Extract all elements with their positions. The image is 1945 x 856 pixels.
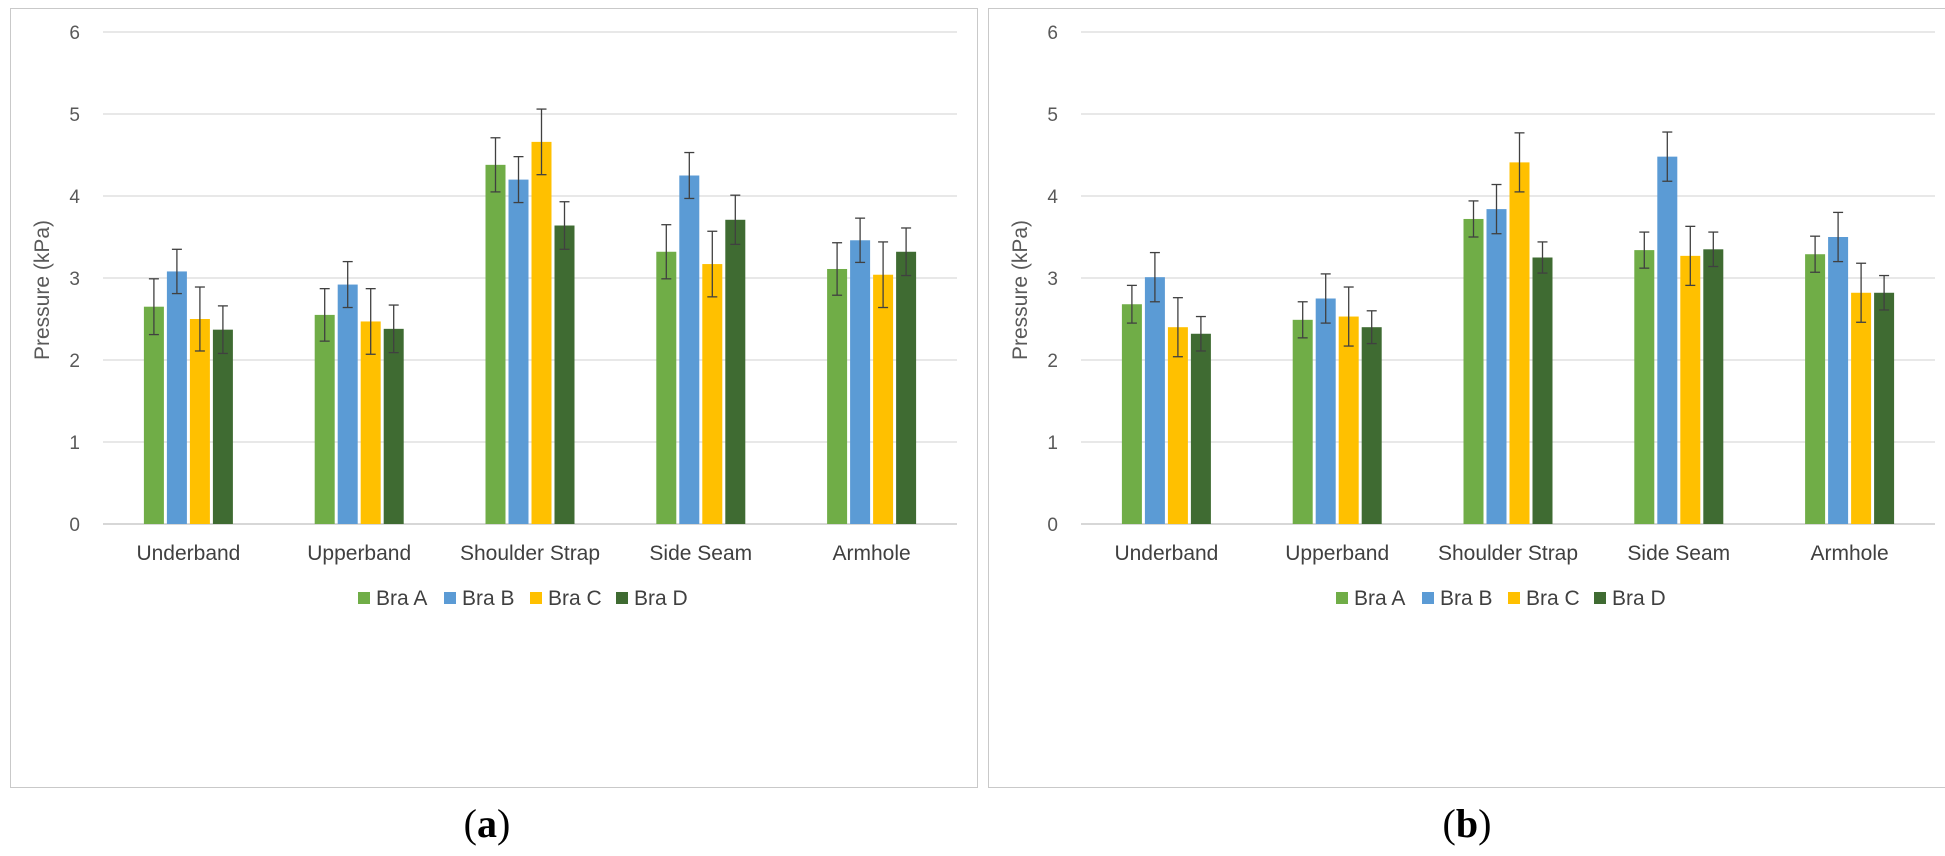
legend-swatch-bra-a bbox=[1336, 592, 1348, 604]
x-tick-label-upperband: Upperband bbox=[1285, 542, 1389, 565]
bar-bra-b-underband bbox=[166, 271, 187, 524]
chart-b-svg: 0 1 2 3 4 5 6 Pressure (kPa) Underband Upperband S… bbox=[1009, 23, 1935, 610]
y-tick-label: 3 bbox=[1047, 269, 1058, 290]
bar-bra-a-underband bbox=[143, 306, 164, 524]
y-tick-label: 0 bbox=[69, 515, 80, 536]
bar-bra-a-side-seam bbox=[656, 251, 677, 524]
caption-a-letter: a bbox=[477, 801, 497, 846]
x-tick-label-side-seam: Side Seam bbox=[649, 542, 752, 565]
caption-a: (a) bbox=[463, 801, 511, 846]
bar-bra-a-upperband bbox=[1292, 319, 1313, 524]
x-tick-label-shoulder-strap: Shoulder Strap bbox=[1438, 542, 1578, 565]
y-tick-label: 3 bbox=[69, 269, 80, 290]
bar-bra-b-shoulder-strap bbox=[508, 179, 529, 524]
x-tick-label-shoulder-strap: Shoulder Strap bbox=[460, 542, 600, 565]
legend-swatch-bra-c bbox=[530, 592, 542, 604]
x-tick-label-side-seam: Side Seam bbox=[1627, 542, 1730, 565]
legend-label-bra-c: Bra C bbox=[1526, 587, 1580, 610]
bar-bra-c-armhole bbox=[873, 274, 894, 524]
bar-bra-d-armhole bbox=[1874, 292, 1895, 524]
bar-bra-b-underband bbox=[1144, 277, 1165, 524]
x-tick-label-armhole: Armhole bbox=[1810, 542, 1888, 565]
bar-bra-c-side-seam bbox=[702, 264, 723, 524]
y-tick-label: 1 bbox=[1047, 433, 1058, 454]
chart-panel-a: 0 1 2 3 4 5 6 Pressure (kPa) Underband Upperband S… bbox=[10, 8, 978, 788]
bar-bra-c-underband bbox=[1167, 327, 1188, 524]
y-tick-label: 5 bbox=[1047, 105, 1058, 126]
legend-swatch-bra-d bbox=[1594, 592, 1606, 604]
bar-bra-b-upperband bbox=[337, 284, 358, 524]
bar-bra-d-underband bbox=[1190, 333, 1211, 524]
y-tick-label: 5 bbox=[69, 105, 80, 126]
y-tick-label: 6 bbox=[1047, 23, 1058, 44]
legend-label-bra-a: Bra A bbox=[376, 587, 427, 610]
bar-bra-c-upperband bbox=[360, 321, 381, 524]
bar-bra-b-armhole bbox=[1828, 237, 1849, 524]
legend-swatch-bra-c bbox=[1508, 592, 1520, 604]
x-tick-label-armhole: Armhole bbox=[832, 542, 910, 565]
x-tick-label-underband: Underband bbox=[136, 542, 240, 565]
bar-bra-a-side-seam bbox=[1634, 250, 1655, 524]
bar-bra-b-side-seam bbox=[679, 175, 700, 524]
bar-bra-c-shoulder-strap bbox=[1509, 162, 1530, 524]
y-tick-label: 4 bbox=[69, 187, 80, 208]
bar-bra-c-shoulder-strap bbox=[531, 141, 552, 524]
legend-label-bra-a: Bra A bbox=[1354, 587, 1405, 610]
y-tick-label: 4 bbox=[1047, 187, 1058, 208]
y-axis-label: Pressure (kPa) bbox=[1009, 220, 1032, 360]
bar-bra-a-shoulder-strap bbox=[1463, 218, 1484, 524]
y-tick-label: 2 bbox=[69, 351, 80, 372]
legend-swatch-bra-d bbox=[616, 592, 628, 604]
bar-bra-a-upperband bbox=[314, 314, 335, 524]
legend-label-bra-d: Bra D bbox=[634, 587, 688, 610]
x-tick-label-upperband: Upperband bbox=[307, 542, 411, 565]
bar-bra-b-shoulder-strap bbox=[1486, 209, 1507, 524]
chart-panel-b: 0 1 2 3 4 5 6 Pressure (kPa) Underband Upperband S… bbox=[988, 8, 1945, 788]
bar-bra-a-shoulder-strap bbox=[485, 164, 506, 524]
bar-bra-c-side-seam bbox=[1680, 255, 1701, 525]
bar-bra-b-side-seam bbox=[1657, 156, 1678, 524]
legend-label-bra-b: Bra B bbox=[1440, 587, 1493, 610]
y-tick-label: 0 bbox=[1047, 515, 1058, 536]
bar-bra-d-underband bbox=[212, 329, 233, 524]
y-tick-label: 1 bbox=[69, 433, 80, 454]
legend-swatch-bra-b bbox=[444, 592, 456, 604]
bar-bra-c-underband bbox=[189, 319, 210, 524]
y-tick-label: 6 bbox=[69, 23, 80, 44]
y-axis-label: Pressure (kPa) bbox=[31, 220, 54, 360]
bar-bra-d-shoulder-strap bbox=[554, 225, 575, 524]
bar-bra-d-side-seam bbox=[725, 219, 746, 524]
bar-bra-d-shoulder-strap bbox=[1532, 257, 1553, 524]
caption-b: (b) bbox=[1442, 801, 1492, 846]
bar-bra-b-armhole bbox=[850, 240, 871, 524]
bar-bra-c-armhole bbox=[1851, 292, 1872, 524]
legend-swatch-bra-a bbox=[358, 592, 370, 604]
x-tick-label-underband: Underband bbox=[1114, 542, 1218, 565]
bar-bra-d-upperband bbox=[383, 328, 404, 524]
bar-bra-a-underband bbox=[1121, 304, 1142, 524]
caption-b-letter: b bbox=[1455, 801, 1479, 846]
bar-bra-b-upperband bbox=[1315, 298, 1336, 524]
bar-bra-d-side-seam bbox=[1703, 249, 1724, 525]
bar-bra-d-upperband bbox=[1361, 327, 1382, 524]
chart-a-svg: 0 1 2 3 4 5 6 Pressure (kPa) Underband Upperband S… bbox=[31, 23, 957, 610]
y-tick-label: 2 bbox=[1047, 351, 1058, 372]
bar-bra-c-upperband bbox=[1338, 316, 1359, 524]
legend-label-bra-b: Bra B bbox=[462, 587, 515, 610]
legend-swatch-bra-b bbox=[1422, 592, 1434, 604]
bar-bra-a-armhole bbox=[1805, 254, 1826, 524]
bar-bra-a-armhole bbox=[827, 268, 848, 524]
legend-label-bra-d: Bra D bbox=[1612, 587, 1666, 610]
bar-bra-d-armhole bbox=[896, 251, 917, 524]
legend-label-bra-c: Bra C bbox=[548, 587, 602, 610]
